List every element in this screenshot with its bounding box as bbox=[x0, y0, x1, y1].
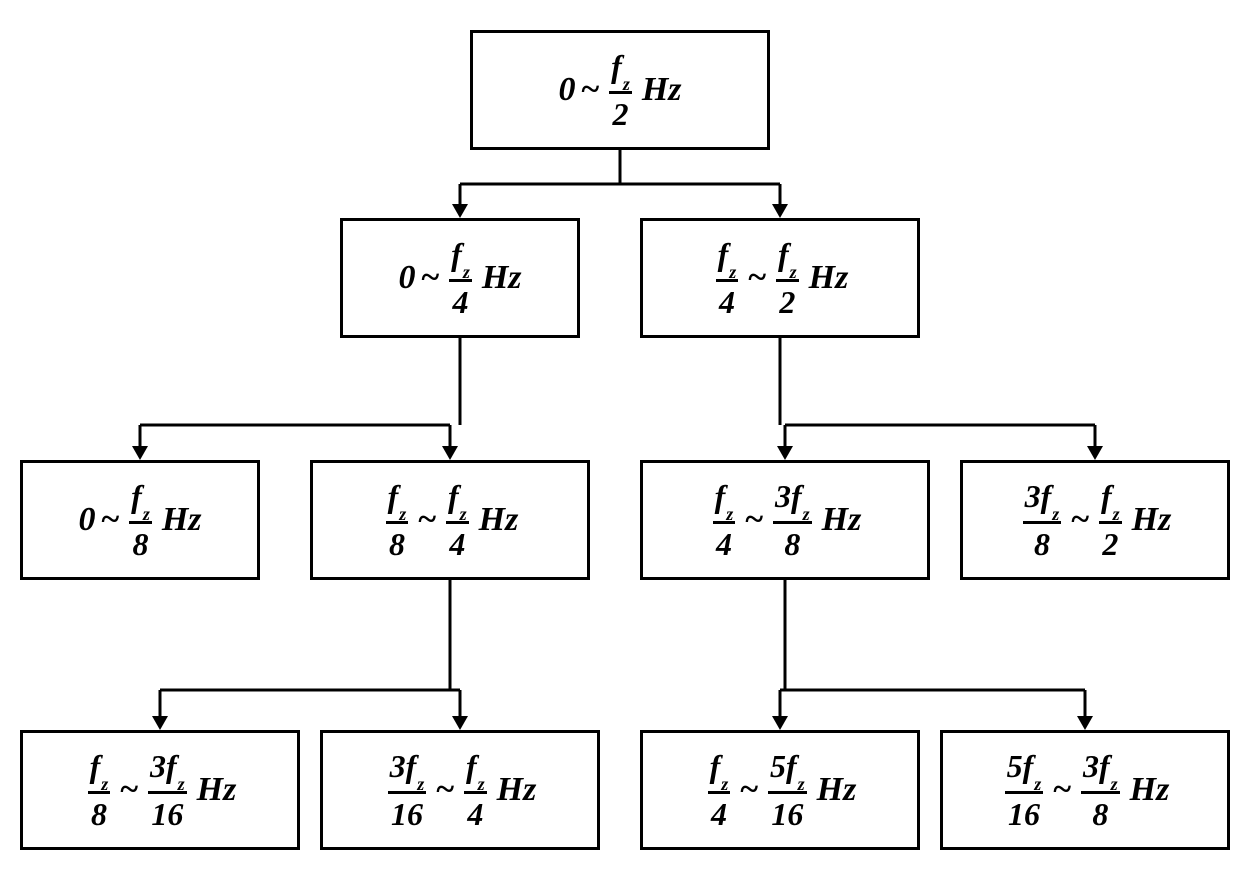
tree-node-n30: fz8~3fz16Hz bbox=[20, 730, 300, 850]
tree-node-n10: 0~fz4Hz bbox=[340, 218, 580, 338]
tree-node-n21: fz8~fz4Hz bbox=[310, 460, 590, 580]
tree-node-n11: fz4~fz2Hz bbox=[640, 218, 920, 338]
tree-node-n32: fz4~5fz16Hz bbox=[640, 730, 920, 850]
tree-node-n22: fz4~3fz8Hz bbox=[640, 460, 930, 580]
tree-node-n23: 3fz8~fz2Hz bbox=[960, 460, 1230, 580]
tree-node-n31: 3fz16~fz4Hz bbox=[320, 730, 600, 850]
tree-node-n0: 0~fz2Hz bbox=[470, 30, 770, 150]
tree-node-n33: 5fz16~3fz8Hz bbox=[940, 730, 1230, 850]
tree-node-n20: 0~fz8Hz bbox=[20, 460, 260, 580]
